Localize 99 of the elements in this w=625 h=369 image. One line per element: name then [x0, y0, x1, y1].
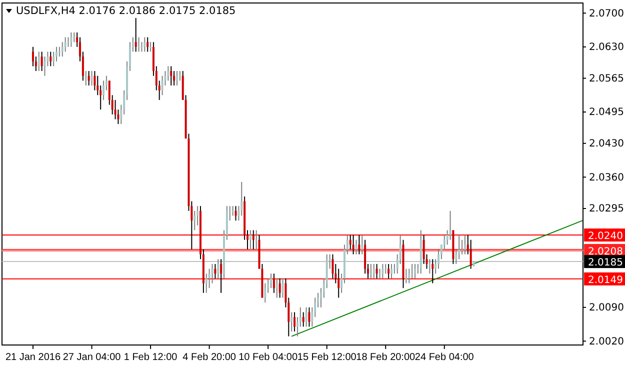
- candlestick: [382, 263, 384, 279]
- candlestick: [370, 263, 372, 279]
- candlestick: [255, 230, 258, 250]
- candlestick: [167, 66, 170, 82]
- candlestick: [134, 17, 137, 52]
- candlestick: [276, 278, 278, 298]
- candlestick: [390, 263, 392, 279]
- candlestick: [90, 70, 93, 86]
- candlestick: [32, 46, 34, 67]
- candlestick: [64, 36, 66, 52]
- candlestick: [56, 46, 58, 62]
- y-tick-label: 2.0630: [589, 42, 624, 54]
- candlestick: [355, 239, 358, 255]
- candlestick: [52, 51, 55, 67]
- candlestick: [205, 273, 208, 294]
- x-tick-label: 21 Jan 2016: [5, 352, 61, 363]
- candlestick: [470, 239, 472, 270]
- candlestick: [114, 99, 116, 120]
- candlestick: [67, 36, 70, 48]
- candlestick: [428, 258, 431, 274]
- candlestick: [146, 36, 149, 52]
- ref-line-label: 2.0185: [588, 258, 623, 269]
- candlestick: [249, 230, 252, 250]
- candlestick: [408, 268, 410, 284]
- candlestick: [388, 263, 390, 279]
- candlestick: [458, 234, 460, 260]
- candlestick: [50, 51, 52, 67]
- candlestick: [305, 306, 308, 328]
- candlestick: [411, 263, 414, 279]
- candlestick: [338, 268, 340, 298]
- candlestick: [358, 234, 360, 255]
- candlestick: [178, 70, 181, 82]
- y-tick-label: 2.0020: [589, 336, 624, 348]
- y-tick-label: 2.0295: [589, 204, 624, 215]
- x-tick-label: 24 Feb 04:00: [414, 352, 474, 363]
- chart-title: USDLFX,H4 2.0176 2.0186 2.0175 2.0185: [16, 5, 236, 17]
- candlestick: [161, 75, 164, 96]
- y-tick-label: 2.0700: [589, 8, 624, 20]
- candlestick: [384, 263, 387, 274]
- candlestick: [211, 263, 214, 284]
- candlestick: [194, 210, 196, 231]
- y-tick-label: 2.0090: [589, 302, 624, 314]
- candlestick: [176, 70, 178, 86]
- x-tick-label: 15 Feb 12:00: [297, 352, 357, 363]
- candlestick: [438, 248, 440, 270]
- candlestick: [449, 210, 452, 240]
- candlestick: [302, 312, 304, 328]
- x-tick-label: 18 Feb 20:00: [356, 352, 416, 363]
- candlestick: [361, 234, 364, 255]
- candlestick: [372, 263, 375, 279]
- candlestick: [414, 263, 416, 279]
- candlestick: [40, 51, 43, 72]
- candlestick: [282, 278, 284, 298]
- candlestick: [264, 282, 266, 304]
- y-tick-label: 2.0360: [589, 172, 624, 184]
- y-tick-label: 2.0495: [589, 107, 624, 118]
- x-tick-label: 27 Jan 04:00: [62, 352, 122, 363]
- candlestick: [461, 239, 464, 255]
- candlestick: [170, 66, 172, 86]
- candlestick: [270, 273, 272, 289]
- candlestick: [58, 46, 60, 58]
- ref-line-label: 2.0149: [588, 274, 623, 286]
- candlestick: [405, 268, 408, 284]
- candlestick: [278, 278, 281, 298]
- candlestick: [290, 312, 293, 332]
- candlestick: [464, 234, 466, 255]
- candlestick: [150, 42, 152, 52]
- candlestick: [272, 273, 275, 294]
- candlestick: [208, 268, 210, 289]
- candlestick: [38, 51, 40, 72]
- candlestick: [352, 234, 354, 255]
- candlestick: [144, 36, 146, 52]
- candlestick: [308, 306, 310, 328]
- x-tick-label: 1 Feb 12:00: [124, 352, 178, 363]
- candlestick: [234, 206, 237, 222]
- x-tick-label: 4 Feb 20:00: [182, 352, 236, 363]
- candlestick: [220, 258, 222, 294]
- candlestick: [294, 312, 296, 332]
- candlestick: [73, 32, 76, 43]
- candlestick: [378, 268, 381, 279]
- y-tick-label: 2.0430: [589, 138, 624, 150]
- candlestick: [196, 206, 199, 226]
- candlestick: [376, 263, 378, 279]
- candlestick: [84, 70, 87, 86]
- candlestick: [214, 263, 216, 279]
- candlestick: [94, 70, 96, 91]
- candlestick: [88, 70, 90, 86]
- candlestick: [240, 181, 243, 216]
- candlestick: [252, 230, 254, 250]
- y-tick-label: 2.0565: [589, 73, 624, 84]
- ref-line-label: 2.0240: [588, 231, 623, 242]
- ref-line-label: 2.0208: [588, 246, 623, 258]
- candlestick: [217, 258, 220, 279]
- x-tick-label: 10 Feb 04:00: [238, 352, 298, 363]
- candlestick: [102, 80, 105, 100]
- candlestick: [432, 258, 434, 284]
- candlestick: [232, 206, 234, 216]
- candlestick: [70, 32, 72, 48]
- candlestick: [138, 36, 140, 52]
